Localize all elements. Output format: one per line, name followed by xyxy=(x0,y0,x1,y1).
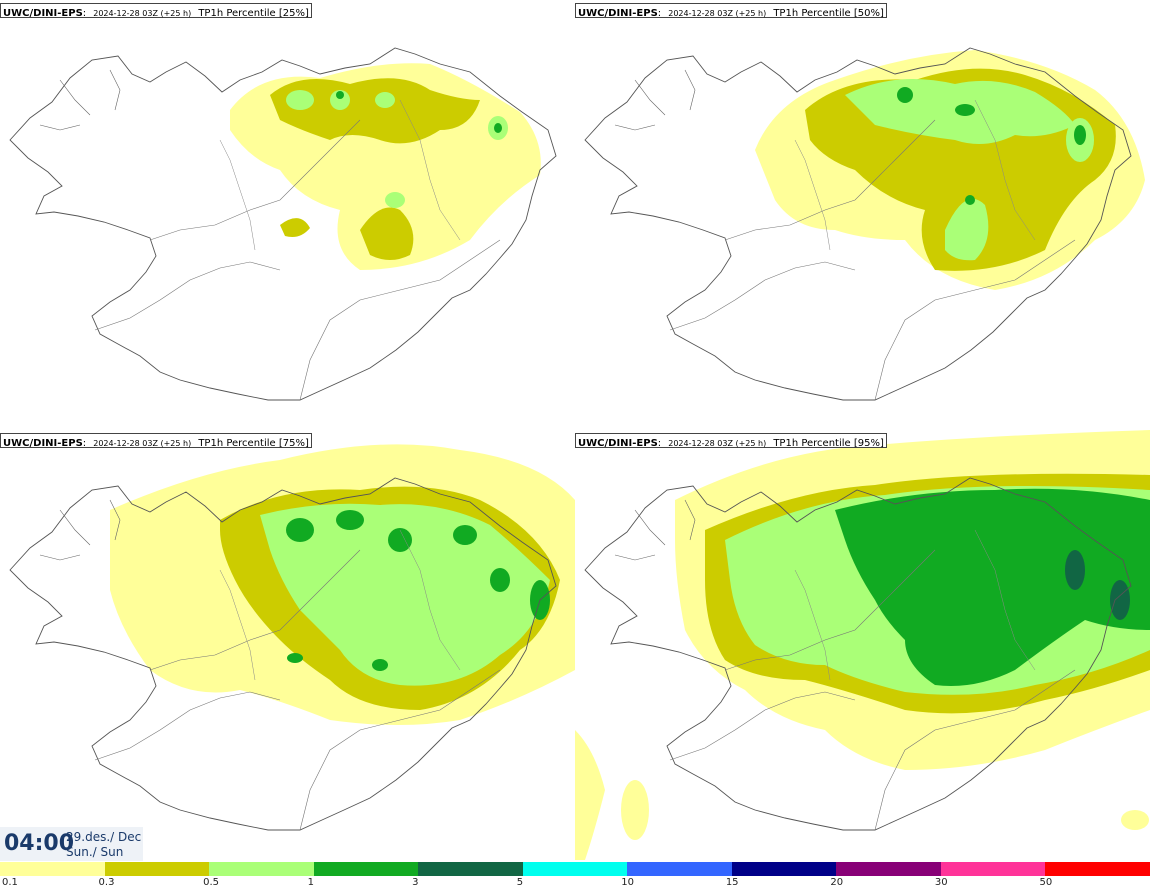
legend-tick-label: 10 xyxy=(621,877,634,888)
legend-tick-label: 0.5 xyxy=(203,877,219,888)
legend-swatch xyxy=(104,862,210,876)
precip-shading xyxy=(230,63,541,270)
valid-hour: 04:00 xyxy=(4,831,75,856)
legend-tick-label: 30 xyxy=(934,877,948,888)
legend-swatch xyxy=(418,862,523,876)
model-name: UWC/DINI-EPS xyxy=(3,8,83,19)
map-panel-25: UWC/DINI-EPS: 2024-12-28 03Z (+25 h) TP1… xyxy=(0,0,575,430)
legend-swatch xyxy=(836,862,941,876)
valid-time-box: 04:00 29.des./ Dec Sun./ Sun xyxy=(0,827,143,861)
legend-swatch xyxy=(627,862,732,876)
precip-map-95 xyxy=(575,430,1150,860)
color-legend-bar xyxy=(0,862,1150,876)
valid-day: Sun./ Sun xyxy=(66,845,124,859)
legend-tick-label: 50 xyxy=(1039,877,1053,888)
run-time: 2024-12-28 03Z (+25 h) xyxy=(668,439,767,448)
run-time: 2024-12-28 03Z (+25 h) xyxy=(93,439,192,448)
legend-swatch xyxy=(209,862,314,876)
run-time: 2024-12-28 03Z (+25 h) xyxy=(668,9,767,18)
legend-swatch xyxy=(0,862,105,876)
legend-tick-label: 3 xyxy=(412,877,419,888)
model-name: UWC/DINI-EPS xyxy=(578,438,658,449)
legend-swatch xyxy=(1045,862,1150,876)
panel-title: UWC/DINI-EPS: 2024-12-28 03Z (+25 h) TP1… xyxy=(0,433,312,449)
legend-swatch xyxy=(731,862,837,876)
legend-tick-label: 5 xyxy=(516,877,524,888)
precip-shading xyxy=(110,444,575,725)
precip-map-75 xyxy=(9,444,575,831)
panel-title: UWC/DINI-EPS: 2024-12-28 03Z (+25 h) TP1… xyxy=(575,3,887,19)
field-name: TP1h Percentile [50%] xyxy=(773,8,884,19)
map-panel-75: UWC/DINI-EPS: 2024-12-28 03Z (+25 h) TP1… xyxy=(0,430,575,860)
run-time: 2024-12-28 03Z (+25 h) xyxy=(93,9,192,18)
panel-title: UWC/DINI-EPS: 2024-12-28 03Z (+25 h) TP1… xyxy=(575,433,887,449)
legend-tick-label: 1 xyxy=(307,877,314,888)
panel-title: UWC/DINI-EPS: 2024-12-28 03Z (+25 h) TP1… xyxy=(0,3,312,19)
legend-tick-label: 0.1 xyxy=(2,877,18,888)
legend-tick-label: 15 xyxy=(725,877,739,888)
legend-swatch xyxy=(940,862,1046,876)
map-panel-50: UWC/DINI-EPS: 2024-12-28 03Z (+25 h) TP1… xyxy=(575,0,1150,430)
field-name: TP1h Percentile [95%] xyxy=(773,438,884,449)
color-legend-ticks: 0.1 0.3 0.5 1 3 5 10 15 20 30 50 xyxy=(0,876,1150,891)
legend-tick-label: 0.3 xyxy=(98,877,115,888)
precip-map-25 xyxy=(9,47,557,401)
valid-date: 29.des./ Dec xyxy=(66,830,142,844)
legend-swatch xyxy=(522,862,628,876)
model-name: UWC/DINI-EPS xyxy=(578,8,658,19)
precip-shading xyxy=(575,430,1150,860)
field-name: TP1h Percentile [25%] xyxy=(198,8,309,19)
field-name: TP1h Percentile [75%] xyxy=(198,438,309,449)
map-panel-95: UWC/DINI-EPS: 2024-12-28 03Z (+25 h) TP1… xyxy=(575,430,1150,860)
precip-shading xyxy=(755,50,1145,290)
precip-map-50 xyxy=(584,47,1145,401)
legend-tick-label: 20 xyxy=(830,877,844,888)
model-name: UWC/DINI-EPS xyxy=(3,438,83,449)
legend-swatch xyxy=(313,862,419,876)
